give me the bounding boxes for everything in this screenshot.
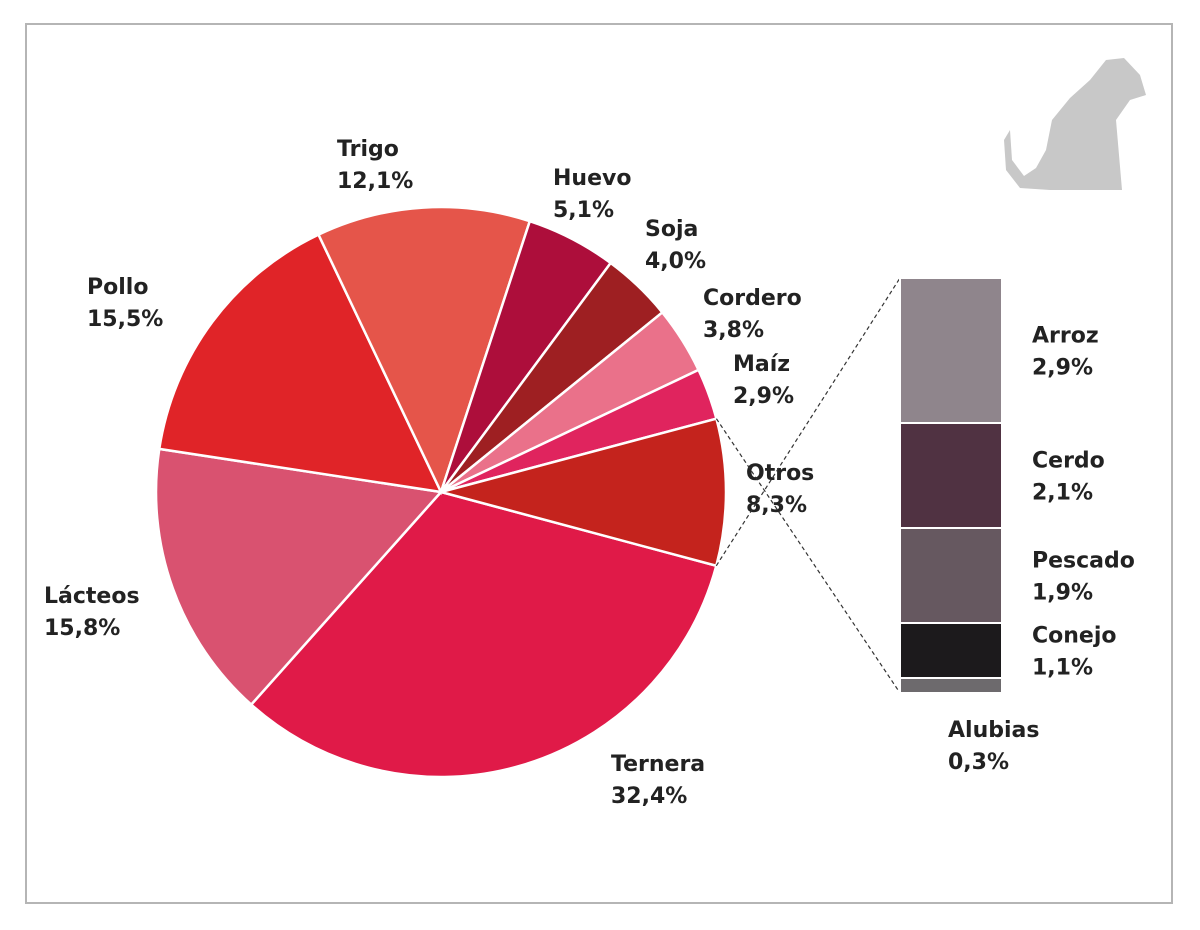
slice-value-label: 32,4%: [611, 784, 687, 809]
slice-value-label: 4,0%: [645, 249, 706, 274]
slice-label: Lácteos: [44, 584, 140, 609]
segment-label: Conejo: [1032, 624, 1117, 649]
pie-slice: [157, 232, 444, 494]
segment-label: Cerdo: [1032, 449, 1105, 474]
slice-label: Soja: [645, 217, 698, 242]
plot: Ternera 32,4% Lácteos 15,8% Pollo 15,5% Trigo 1…: [44, 137, 1135, 809]
dog-icon: [1004, 58, 1146, 190]
segment-label: Alubias: [948, 718, 1039, 743]
slice-label: Pollo: [87, 275, 148, 300]
slice-value-label: 2,9%: [733, 384, 794, 409]
pie-slice: [316, 205, 532, 496]
bar-segment: [899, 677, 1003, 694]
slice-value-label: 8,3%: [746, 493, 807, 518]
pie-slice: [154, 447, 444, 707]
slice-value-label: 5,1%: [553, 198, 614, 223]
bar-segment: [899, 277, 1003, 424]
pie-slice: [249, 490, 718, 779]
segment-label: Arroz: [1032, 324, 1099, 349]
slice-label: Cordero: [703, 286, 802, 311]
slice-label: Huevo: [553, 166, 631, 191]
slice-value-label: 12,1%: [337, 169, 413, 194]
segment-value-label: 1,9%: [1032, 581, 1093, 606]
slice-value-label: 15,5%: [87, 307, 163, 332]
connector: [715, 277, 901, 567]
segment-value-label: 2,1%: [1032, 481, 1093, 506]
slice-label: Trigo: [337, 137, 399, 162]
segment-value-label: 0,3%: [948, 750, 1009, 775]
pie-slice: [436, 417, 728, 568]
bar-segment: [899, 622, 1003, 679]
segment-label: Pescado: [1032, 549, 1135, 574]
slice-label: Ternera: [611, 752, 705, 777]
segment-value-label: 1,1%: [1032, 656, 1093, 681]
segment-value-label: 2,9%: [1032, 356, 1093, 381]
connector: [715, 418, 901, 694]
bar-segment: [899, 527, 1003, 624]
slice-label: Maíz: [733, 352, 790, 377]
slice-value-label: 15,8%: [44, 616, 120, 641]
slice-value-label: 3,8%: [703, 318, 764, 343]
bar-segment: [899, 422, 1003, 529]
